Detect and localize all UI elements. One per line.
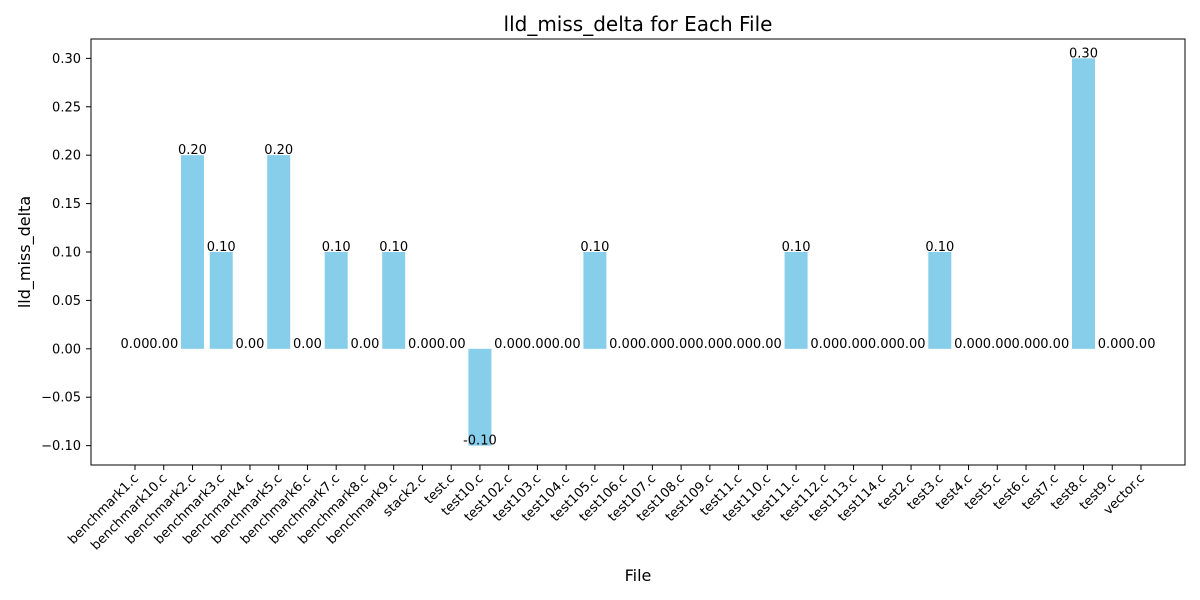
bar-benchmark2.c xyxy=(180,155,204,349)
bar-test111.c xyxy=(784,252,808,349)
data-label: 0.00 xyxy=(235,337,264,352)
y-tick-label: −0.05 xyxy=(41,391,81,406)
y-tick-label: 0.10 xyxy=(52,246,81,261)
y-tick-label: −0.10 xyxy=(41,439,81,454)
plot-frame xyxy=(90,38,1186,466)
bar-benchmark7.c xyxy=(324,252,348,349)
y-tick-label: 0.00 xyxy=(52,342,81,357)
data-labels: 0.00 0.000.200.100.000.200.000.100.000.10… xyxy=(121,46,1156,448)
y-ticks: −0.10 −0.05 0.00 0.05 0.10 0.15 0.20 0.25 0.30 xyxy=(41,52,91,454)
data-label: 0.00 xyxy=(609,337,638,352)
bar-benchmark3.c xyxy=(209,252,233,349)
x-axis-label: File xyxy=(625,566,652,585)
bars-layer xyxy=(180,58,1096,446)
data-label: 0.00 xyxy=(954,337,983,352)
data-label: 0.20 xyxy=(178,143,207,158)
bar-benchmark9.c xyxy=(382,252,406,349)
data-label: 0.00 xyxy=(408,337,437,352)
data-label: 0.10 xyxy=(207,240,236,255)
data-label: 0.00 xyxy=(667,337,696,352)
data-label: 0.10 xyxy=(925,240,954,255)
data-label: 0.00 xyxy=(552,337,581,352)
data-label: 0.10 xyxy=(322,240,351,255)
data-label: 0.00 xyxy=(350,337,379,352)
data-label: 0.10 xyxy=(782,240,811,255)
data-label: 0.00 xyxy=(494,337,523,352)
data-label: 0.00 xyxy=(293,337,322,352)
y-tick-label: 0.15 xyxy=(52,197,81,212)
bar-test8.c xyxy=(1072,58,1096,349)
y-tick-label: 0.30 xyxy=(52,52,81,67)
data-label: 0.00 xyxy=(983,337,1012,352)
data-label: 0.20 xyxy=(264,143,293,158)
bar-test3.c xyxy=(928,252,952,349)
data-label: 0.00 xyxy=(695,337,724,352)
data-label: 0.00 xyxy=(810,337,839,352)
data-label: 0.00 xyxy=(897,337,926,352)
data-label: 0.00 xyxy=(839,337,868,352)
data-label: 0.00 xyxy=(437,337,466,352)
y-axis-label: lld_miss_delta xyxy=(15,196,35,308)
data-label: -0.10 xyxy=(463,434,497,449)
bar-test105.c xyxy=(583,252,607,349)
data-label: 0.00 xyxy=(868,337,897,352)
data-label: 0.10 xyxy=(580,240,609,255)
x-ticks: benchmark1.cbenchmark10.cbenchmark2.cben… xyxy=(66,465,1148,553)
bar-benchmark5.c xyxy=(267,155,291,349)
data-label: 0.10 xyxy=(379,240,408,255)
chart-title: lld_miss_delta for Each File xyxy=(504,12,773,36)
data-label: 0.00 xyxy=(1127,337,1156,352)
data-label: 0.30 xyxy=(1069,46,1098,61)
data-label: 0.00 xyxy=(1012,337,1041,352)
y-tick-label: 0.20 xyxy=(52,149,81,164)
y-tick-label: 0.05 xyxy=(52,294,81,309)
y-tick-label: 0.25 xyxy=(52,100,81,115)
data-label: 0.00 xyxy=(1098,337,1127,352)
data-label: 0.00 xyxy=(638,337,667,352)
data-label: 0.00 xyxy=(753,337,782,352)
data-label: 0.00 xyxy=(1040,337,1069,352)
bar-test10.c xyxy=(468,348,492,446)
data-label: 0.00 xyxy=(724,337,753,352)
data-label: 0.00 xyxy=(149,337,178,352)
data-label: 0.00 xyxy=(523,337,552,352)
data-label: 0.00 xyxy=(121,337,150,352)
